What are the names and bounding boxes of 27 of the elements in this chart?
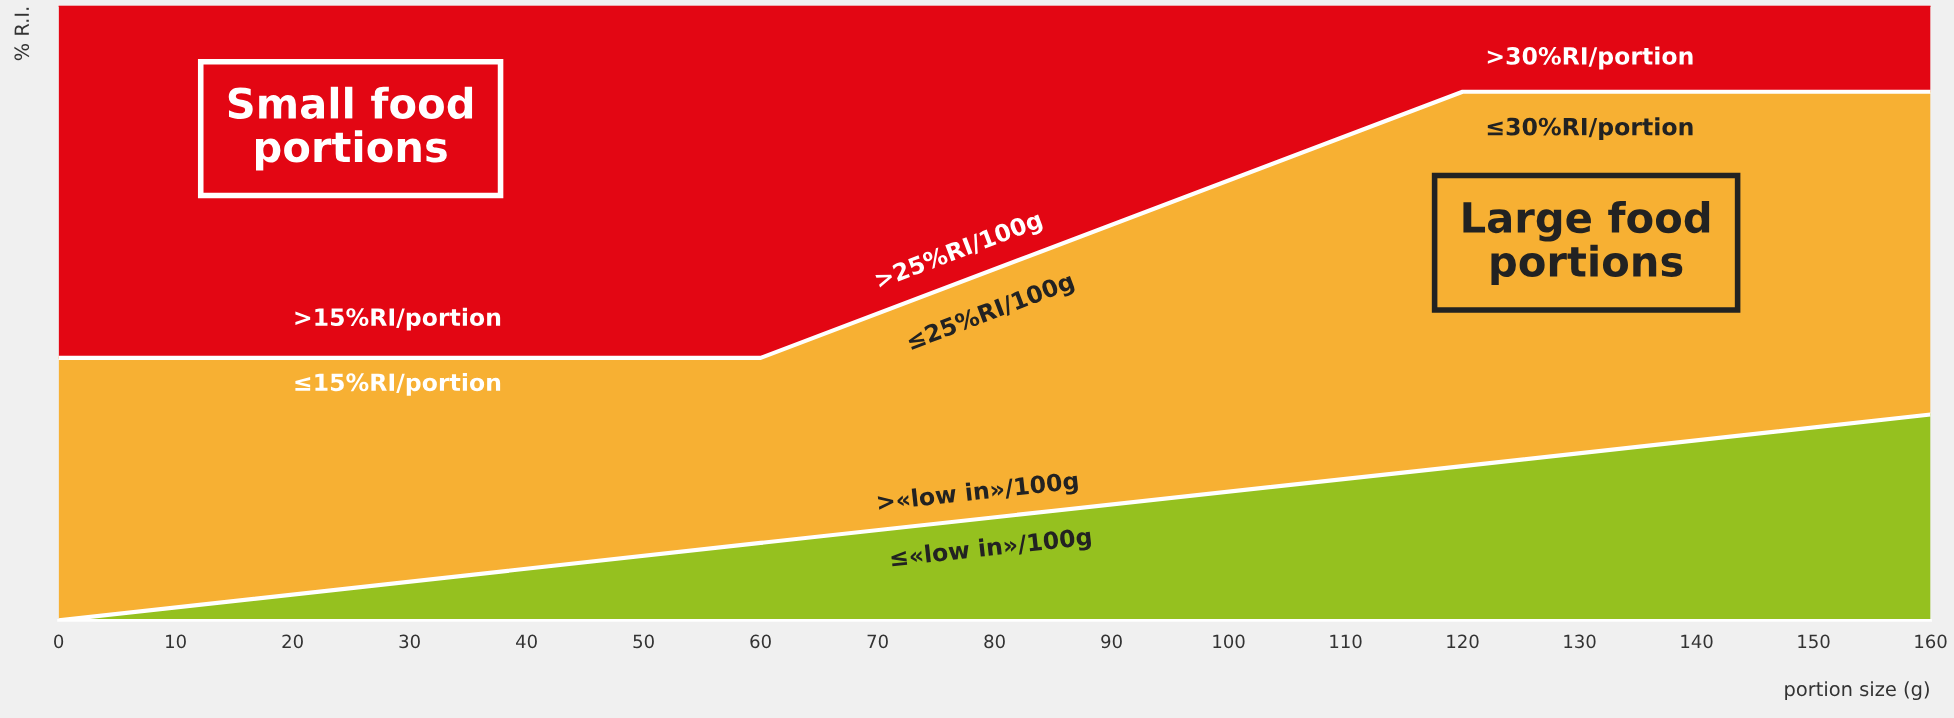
x-tick-label: 10 [166, 634, 186, 649]
annotation: >«low in»/100g [877, 470, 1079, 516]
annotation: ≤30%RI/portion [1487, 117, 1693, 141]
annotation: Large food portions [1463, 200, 1710, 286]
x-tick-label: 140 [1681, 634, 1713, 649]
x-tick-label: 160 [1915, 634, 1947, 649]
x-tick-label: 60 [750, 634, 771, 649]
x-tick-label: 100 [1213, 634, 1245, 649]
y-axis-title: % R.I. [14, 7, 30, 61]
x-tick-label: 110 [1330, 634, 1362, 649]
x-tick-label: 90 [1101, 634, 1122, 649]
annotation: Small food portions [228, 86, 473, 171]
x-tick-label: 40 [516, 634, 537, 649]
x-tick-label: 80 [984, 634, 1005, 649]
x-tick-label: 30 [399, 634, 420, 649]
annotation: ≤«low in»/100g [890, 526, 1092, 572]
x-tick-label: 0 [54, 634, 64, 649]
x-axis-title: portion size (g) [1785, 681, 1929, 701]
annotation: >15%RI/portion [295, 307, 501, 331]
x-tick-label: 50 [633, 634, 654, 649]
annotation: ≤15%RI/portion [295, 372, 501, 396]
x-tick-label: 150 [1798, 634, 1830, 649]
x-tick-label: 120 [1447, 634, 1479, 649]
x-tick-label: 130 [1564, 634, 1596, 649]
annotation: >30%RI/portion [1487, 46, 1693, 70]
x-tick-label: 20 [282, 634, 303, 649]
x-tick-label: 70 [867, 634, 888, 649]
